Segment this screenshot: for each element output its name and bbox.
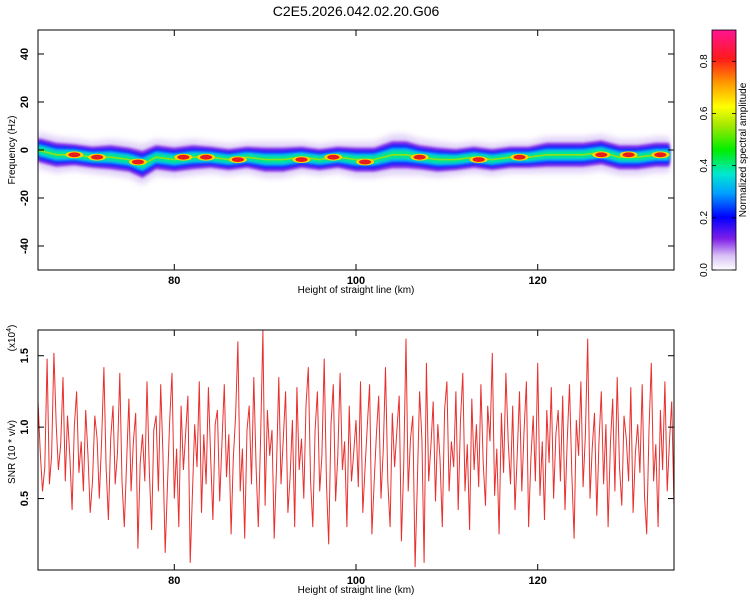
spectrogram-peak (91, 154, 104, 160)
colorbar: 0.0 0.2 0.4 0.6 0.8 Normalized spectral ampl… (699, 29, 749, 277)
spectrogram-y-ticks: 40 20 0 -20 -40 (19, 48, 674, 254)
spectrogram-peak (359, 159, 372, 165)
snr-x-tick-label: 100 (347, 575, 365, 587)
colorbar-tick-label: 0.0 (699, 263, 710, 277)
spectrogram-peak (131, 159, 144, 165)
colorbar-tick-label: 0.6 (699, 106, 710, 120)
spectrogram-y-tick-label: -40 (19, 238, 31, 254)
spectrogram-x-ticks: 80 100 120 (168, 30, 547, 287)
spectrogram-y-axis-label: Frequency (Hz) (7, 116, 18, 185)
snr-y-tick-label: 1.5 (19, 348, 31, 363)
colorbar-tick-label: 0.8 (699, 54, 710, 68)
spectrogram-y-tick-label: 0 (19, 147, 31, 153)
spectrogram-content (38, 131, 670, 185)
snr-scale-label: (x104) (6, 325, 18, 352)
spectrogram-peak (200, 154, 213, 160)
spectrogram-x-tick-label: 100 (347, 275, 365, 287)
snr-y-tick-label: 1.0 (19, 419, 31, 434)
spectrogram-y-tick-label: 20 (19, 96, 31, 108)
snr-x-axis-label: Height of straight line (km) (298, 585, 415, 596)
spectrogram-y-tick-label: -20 (19, 190, 31, 206)
snr-y-axis-label: SNR (10 * v/v) (7, 420, 18, 484)
colorbar-ticks: 0.0 0.2 0.4 0.6 0.8 (699, 54, 736, 277)
spectrogram-peak (295, 157, 308, 163)
snr-x-tick-label: 80 (168, 575, 180, 587)
spectrogram-peak (177, 154, 190, 160)
colorbar-label: Normalized spectral amplitude (738, 82, 749, 217)
colorbar-gradient (711, 29, 737, 271)
colorbar-tick-label: 0.4 (699, 158, 710, 172)
snr-series-line (38, 330, 674, 568)
snr-y-tick-label: 0.5 (19, 491, 31, 506)
spectrogram-panel: 80 100 120 40 20 0 -20 -40 Height of straight … (7, 29, 675, 296)
spectrogram-peak (654, 152, 667, 158)
spectrogram-peak (68, 152, 81, 158)
spectrogram-y-tick-label: 40 (19, 48, 31, 60)
spectrogram-peak (595, 152, 608, 158)
spectrogram-peak (622, 152, 635, 158)
spectrogram-x-axis-label: Height of straight line (km) (298, 285, 415, 296)
spectrogram-peak (327, 154, 340, 160)
snr-x-tick-label: 120 (529, 575, 547, 587)
page-title: C2E5.2026.042.02.20.G06 (273, 3, 440, 19)
spectrogram-peak (231, 157, 244, 163)
spectrogram-x-tick-label: 120 (529, 275, 547, 287)
spectrogram-peak (513, 154, 526, 160)
snr-x-ticks: 80 100 120 (168, 330, 547, 587)
snr-y-ticks: 1.5 1.0 0.5 (19, 348, 674, 506)
spectrogram-peak (413, 154, 426, 160)
colorbar-tick-label: 0.2 (699, 210, 710, 224)
spectrogram-band-green (38, 146, 670, 169)
spectrogram-x-tick-label: 80 (168, 275, 180, 287)
spectrogram-peak (472, 157, 485, 163)
snr-panel: 80 100 120 1.5 1.0 0.5 Height of straight li… (6, 325, 675, 596)
